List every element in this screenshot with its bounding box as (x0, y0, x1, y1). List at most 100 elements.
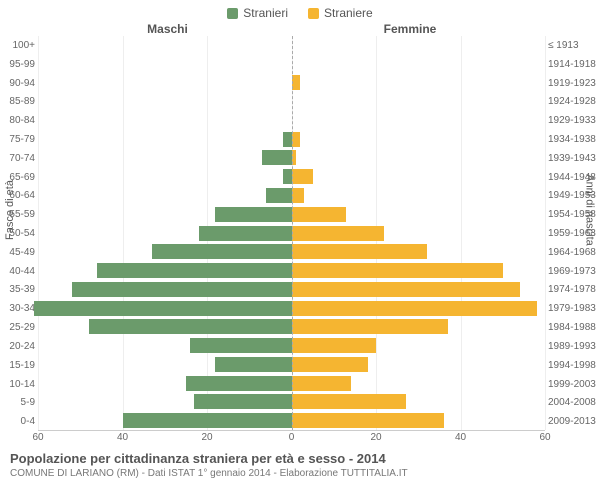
bar-female (292, 357, 368, 372)
bar-male (89, 319, 292, 334)
chart-title: Popolazione per cittadinanza straniera p… (10, 451, 590, 466)
birth-label: 1924-1928 (548, 92, 600, 111)
bar-female (292, 376, 351, 391)
bar-female (292, 207, 347, 222)
bar-male (97, 263, 291, 278)
bar-male (190, 338, 291, 353)
legend-item-female: Straniere (308, 6, 373, 20)
age-label: 70-74 (0, 149, 35, 168)
bar-male (215, 207, 291, 222)
x-tick-label: 60 (32, 432, 43, 443)
x-tick-label: 0 (289, 432, 295, 443)
plot (38, 36, 545, 431)
x-tick-label: 20 (370, 432, 381, 443)
axis-center-line (292, 36, 293, 430)
header-female: Femmine (280, 22, 600, 36)
birth-label: 1969-1973 (548, 262, 600, 281)
bar-male (194, 394, 291, 409)
age-label: 90-94 (0, 74, 35, 93)
bar-male (186, 376, 292, 391)
age-label: 95-99 (0, 55, 35, 74)
bar-male (72, 282, 292, 297)
birth-label: 1919-1923 (548, 74, 600, 93)
bar-female (292, 132, 300, 147)
age-label: 100+ (0, 36, 35, 55)
birth-label: 2009-2013 (548, 412, 600, 431)
legend-label-female: Straniere (324, 6, 373, 20)
chart-subtitle: COMUNE DI LARIANO (RM) - Dati ISTAT 1° g… (10, 468, 590, 479)
bar-female (292, 301, 537, 316)
footer: Popolazione per cittadinanza straniera p… (0, 447, 600, 479)
age-label: 60-64 (0, 187, 35, 206)
age-label: 75-79 (0, 130, 35, 149)
swatch-female (308, 8, 319, 19)
birth-label: 1949-1953 (548, 187, 600, 206)
x-tick-label: 20 (201, 432, 212, 443)
birth-label: 1974-1978 (548, 281, 600, 300)
gridline (545, 36, 546, 430)
bar-female (292, 226, 385, 241)
birth-label: 1994-1998 (548, 356, 600, 375)
bar-male (34, 301, 292, 316)
age-label: 40-44 (0, 262, 35, 281)
birth-label: 1984-1988 (548, 318, 600, 337)
bar-female (292, 413, 444, 428)
age-label: 85-89 (0, 92, 35, 111)
birth-label: 1954-1958 (548, 205, 600, 224)
birth-label: 1959-1963 (548, 224, 600, 243)
x-tick-label: 40 (117, 432, 128, 443)
age-label: 20-24 (0, 337, 35, 356)
bar-female (292, 282, 520, 297)
bar-female (292, 75, 300, 90)
x-tick-label: 60 (539, 432, 550, 443)
birth-label: 1914-1918 (548, 55, 600, 74)
bar-male (262, 150, 292, 165)
bar-male (152, 244, 291, 259)
age-label: 65-69 (0, 168, 35, 187)
birth-label: 1979-1983 (548, 299, 600, 318)
age-label: 25-29 (0, 318, 35, 337)
birth-label: 1929-1933 (548, 111, 600, 130)
bar-female (292, 188, 305, 203)
bar-male (266, 188, 291, 203)
age-label: 55-59 (0, 205, 35, 224)
birth-label: ≤ 1913 (548, 36, 600, 55)
chart-area: 100+95-9990-9485-8980-8475-7970-7465-696… (0, 36, 600, 431)
age-label: 80-84 (0, 111, 35, 130)
birth-label: 1989-1993 (548, 337, 600, 356)
bar-female (292, 319, 448, 334)
birth-label: 2004-2008 (548, 393, 600, 412)
bar-female (292, 394, 406, 409)
header-male: Maschi (0, 22, 280, 36)
age-label: 45-49 (0, 243, 35, 262)
bar-female (292, 338, 377, 353)
bar-male (199, 226, 292, 241)
y-left-labels: 100+95-9990-9485-8980-8475-7970-7465-696… (0, 36, 38, 431)
x-tick-label: 40 (455, 432, 466, 443)
bar-male (215, 357, 291, 372)
bar-male (283, 169, 291, 184)
birth-label: 1939-1943 (548, 149, 600, 168)
bar-male (123, 413, 292, 428)
bar-female (292, 169, 313, 184)
legend-item-male: Stranieri (227, 6, 288, 20)
swatch-male (227, 8, 238, 19)
bar-female (292, 244, 427, 259)
age-label: 50-54 (0, 224, 35, 243)
age-label: 0-4 (0, 412, 35, 431)
bar-male (283, 132, 291, 147)
legend: Stranieri Straniere (0, 0, 600, 22)
age-label: 15-19 (0, 356, 35, 375)
y-right-labels: ≤ 19131914-19181919-19231924-19281929-19… (545, 36, 600, 431)
column-headers: Maschi Femmine (0, 22, 600, 36)
birth-label: 1944-1948 (548, 168, 600, 187)
legend-label-male: Stranieri (243, 6, 288, 20)
age-label: 35-39 (0, 281, 35, 300)
birth-label: 1964-1968 (548, 243, 600, 262)
age-label: 30-34 (0, 299, 35, 318)
birth-label: 1934-1938 (548, 130, 600, 149)
x-axis-ticks: 6040200204060 (38, 431, 545, 447)
birth-label: 1999-2003 (548, 375, 600, 394)
age-label: 5-9 (0, 393, 35, 412)
bar-female (292, 263, 503, 278)
